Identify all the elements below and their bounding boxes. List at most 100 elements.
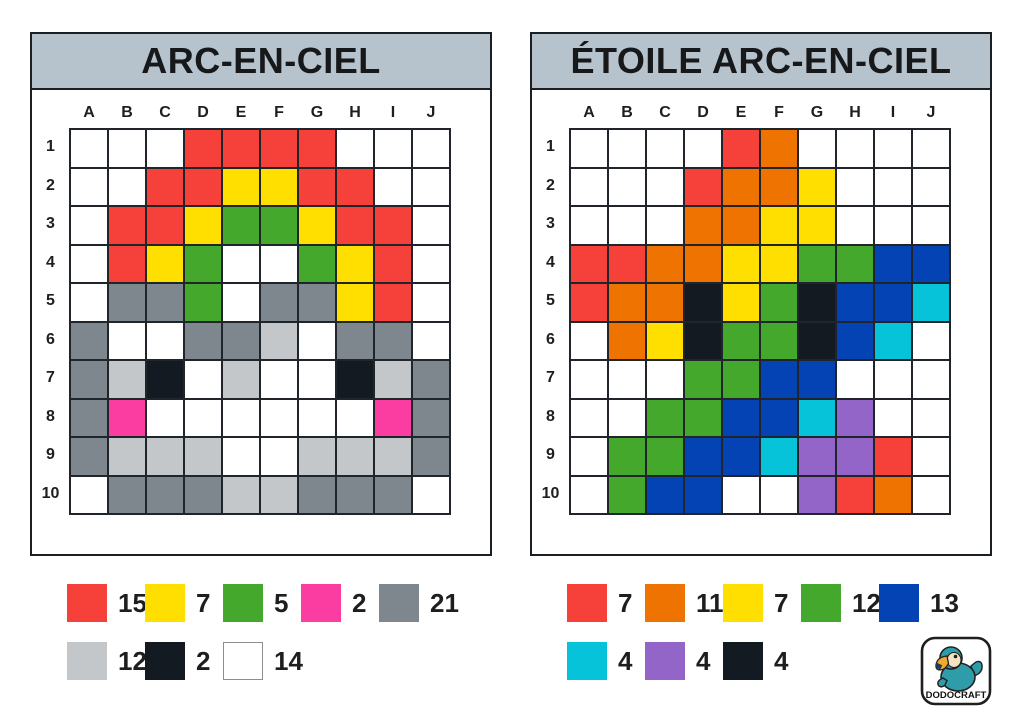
legend-swatch-yellow <box>145 584 185 622</box>
legend-count-pink: 2 <box>352 587 367 618</box>
legend-swatch-white <box>223 642 263 680</box>
grid-cell-f1 <box>760 129 798 168</box>
grid-cell-e7 <box>222 360 260 399</box>
grid-cell-i6 <box>874 321 912 360</box>
column-headers: A B C D E F G H I J <box>570 98 990 128</box>
grid-cell-d8 <box>684 398 722 437</box>
grid-cell-a8 <box>70 398 108 437</box>
legend-item-yellow: 7 <box>145 584 223 622</box>
grid-cell-e8 <box>222 398 260 437</box>
legend-swatch-red <box>567 584 607 622</box>
grid-cell-a6 <box>70 321 108 360</box>
legend-item-black: 4 <box>723 642 801 680</box>
grid-cell-a1 <box>70 129 108 168</box>
grid-cell-h9 <box>336 437 374 476</box>
grid-cell-f9 <box>260 437 298 476</box>
grid-cell-c7 <box>146 360 184 399</box>
grid-cell-j7 <box>412 360 450 399</box>
grid-cell-a6 <box>570 321 608 360</box>
legend-item-blue: 13 <box>879 584 959 622</box>
grid-cell-g3 <box>798 206 836 245</box>
grid-cell-i8 <box>874 398 912 437</box>
grid-cell-b6 <box>108 321 146 360</box>
legend-swatch-light-gray <box>67 642 107 680</box>
grid-cell-e5 <box>722 283 760 322</box>
puzzle-panel-etoile-arc-en-ciel: ÉTOILE ARC-EN-CIEL A B C D E F G H I J 1 2 3 4 5 6 7 8 9 10 <box>530 32 992 556</box>
grid-cell-j2 <box>912 167 950 206</box>
legend-count-purple: 4 <box>696 645 711 676</box>
grid-cell-b10 <box>108 475 146 514</box>
grid-cell-i9 <box>374 437 412 476</box>
grid-cell-h3 <box>836 206 874 245</box>
grid-cell-d7 <box>184 360 222 399</box>
legend-item-red: 7 <box>567 584 645 622</box>
grid-cell-h6 <box>836 321 874 360</box>
grid-cell-e10 <box>722 475 760 514</box>
legend-item-light-gray: 12 <box>67 642 147 680</box>
column-header-b: B <box>621 104 633 121</box>
grid-cell-a10 <box>570 475 608 514</box>
grid-cell-h7 <box>836 360 874 399</box>
grid-cell-a5 <box>570 283 608 322</box>
grid-cell-f8 <box>760 398 798 437</box>
grid-cell-h8 <box>836 398 874 437</box>
pixel-cells <box>569 128 951 515</box>
grid-cell-g2 <box>298 167 336 206</box>
grid-cell-e4 <box>222 244 260 283</box>
grid-cell-i8 <box>374 398 412 437</box>
grid-cell-a4 <box>70 244 108 283</box>
row-label-8: 8 <box>546 407 555 425</box>
grid-cell-d1 <box>184 129 222 168</box>
grid-cell-g8 <box>798 398 836 437</box>
grid-cell-d4 <box>684 244 722 283</box>
grid-cell-d2 <box>684 167 722 206</box>
pixel-grid: A B C D E F G H I J 1 2 3 4 5 6 7 8 9 10 <box>32 90 490 515</box>
grid-cell-a3 <box>70 206 108 245</box>
grid-cell-b8 <box>608 398 646 437</box>
grid-cell-g1 <box>798 129 836 168</box>
grid-cell-g6 <box>798 321 836 360</box>
grid-cell-j8 <box>412 398 450 437</box>
column-header-i: I <box>390 104 396 121</box>
grid-cell-h7 <box>336 360 374 399</box>
grid-cell-g7 <box>298 360 336 399</box>
legend-count-light-gray: 12 <box>118 645 147 676</box>
grid-cell-i2 <box>874 167 912 206</box>
grid-cell-g5 <box>298 283 336 322</box>
grid-cell-d5 <box>184 283 222 322</box>
grid-cell-b5 <box>608 283 646 322</box>
grid-cell-g10 <box>798 475 836 514</box>
row-label-2: 2 <box>46 176 55 194</box>
legend-item-black: 2 <box>145 642 223 680</box>
grid-cell-c8 <box>646 398 684 437</box>
grid-cell-d10 <box>684 475 722 514</box>
grid-cell-h2 <box>836 167 874 206</box>
grid-cell-j3 <box>412 206 450 245</box>
grid-cell-c5 <box>146 283 184 322</box>
grid-cell-f7 <box>760 360 798 399</box>
grid-cell-i4 <box>374 244 412 283</box>
row-label-6: 6 <box>546 330 555 348</box>
grid-cell-j10 <box>412 475 450 514</box>
legend-item-purple: 4 <box>645 642 723 680</box>
grid-cell-e6 <box>222 321 260 360</box>
grid-body: 1 2 3 4 5 6 7 8 9 10 <box>532 128 990 515</box>
grid-cell-j4 <box>412 244 450 283</box>
grid-cell-f10 <box>260 475 298 514</box>
legend-count-orange: 11 <box>696 587 724 618</box>
grid-cell-h8 <box>336 398 374 437</box>
row-labels: 1 2 3 4 5 6 7 8 9 10 <box>532 128 569 515</box>
grid-cell-e2 <box>722 167 760 206</box>
column-header-h: H <box>349 104 361 121</box>
grid-cell-g10 <box>298 475 336 514</box>
grid-cell-b9 <box>108 437 146 476</box>
grid-cell-i10 <box>374 475 412 514</box>
legend-item-orange: 11 <box>645 584 724 622</box>
grid-cell-b2 <box>108 167 146 206</box>
legend-count-red: 15 <box>118 587 147 618</box>
column-header-d: D <box>197 104 209 121</box>
legend-swatch-black <box>145 642 185 680</box>
grid-cell-g1 <box>298 129 336 168</box>
legend-swatch-blue <box>879 584 919 622</box>
legend-swatch-green <box>801 584 841 622</box>
